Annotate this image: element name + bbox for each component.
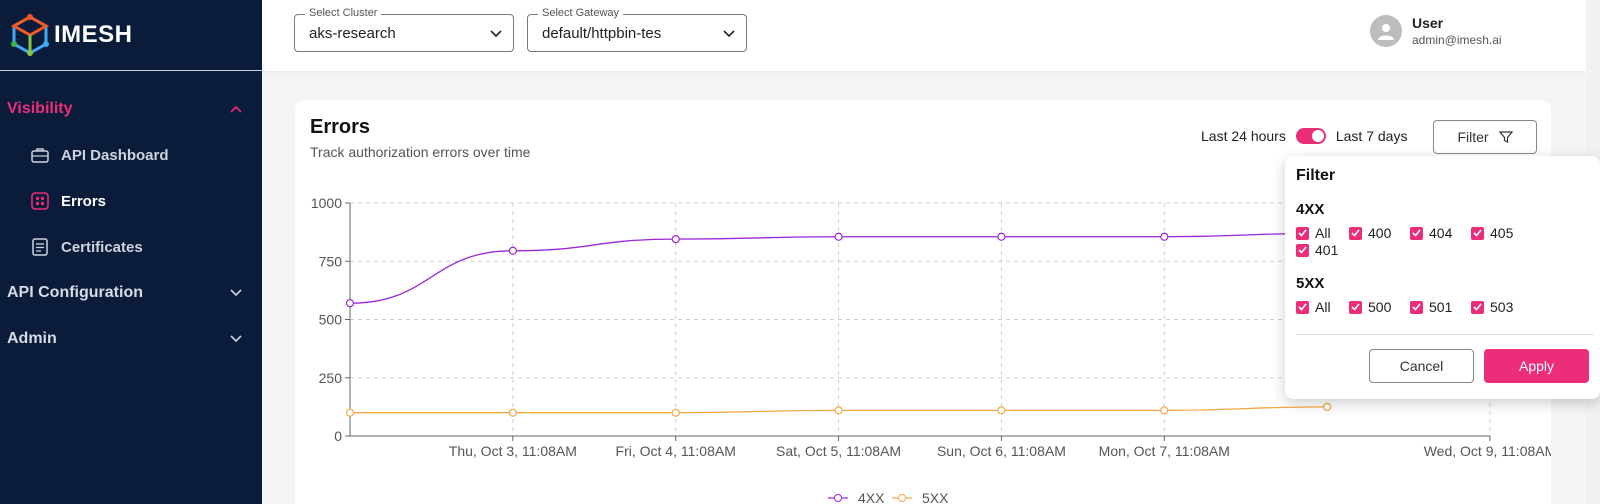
nav-group-api-configuration[interactable]: API Configuration xyxy=(0,270,262,316)
checkbox-405[interactable]: 405 xyxy=(1471,225,1513,241)
sidebar-item-label: Certificates xyxy=(61,238,143,256)
x-tick-label: Sat, Oct 5, 11:08AM xyxy=(776,443,901,459)
checkbox-503[interactable]: 503 xyxy=(1471,299,1513,315)
document-icon xyxy=(31,238,49,256)
filter-divider xyxy=(1296,334,1594,335)
gateway-select-value: default/httpbin-tes xyxy=(542,25,662,42)
checkbox-4xx-all[interactable]: All xyxy=(1296,225,1331,241)
data-point-4xx xyxy=(1160,232,1169,241)
sidebar-item-label: API Dashboard xyxy=(61,146,169,164)
errors-line-chart: 0 250 500 750 1000 Thu, Oct 3, 11:08AM Fri, Oc… xyxy=(311,195,1551,504)
x-tick-label: Sun, Oct 6, 11:08AM xyxy=(937,443,1066,459)
grid-dots-icon xyxy=(31,192,49,210)
sidebar: IMESH Visibility API Dashboard Errors Ce… xyxy=(0,0,262,504)
checkbox-400[interactable]: 400 xyxy=(1349,225,1391,241)
y-tick-label: 1000 xyxy=(311,195,342,211)
nav-group-visibility[interactable]: Visibility xyxy=(0,86,262,132)
imesh-logo-icon xyxy=(10,14,50,56)
brand-name: IMESH xyxy=(54,21,133,48)
checkbox-404[interactable]: 404 xyxy=(1410,225,1452,241)
range-left-label: Last 24 hours xyxy=(1201,128,1286,144)
x-tick-label: Mon, Oct 7, 11:08AM xyxy=(1099,443,1230,459)
legend-marker xyxy=(834,494,842,502)
data-point-4xx xyxy=(834,232,843,241)
y-tick-label: 750 xyxy=(319,253,343,269)
filter-popup-title: Filter xyxy=(1296,167,1336,184)
data-point-4xx xyxy=(508,246,517,255)
range-right-label: Last 7 days xyxy=(1335,128,1408,144)
brand-logo[interactable]: IMESH xyxy=(0,0,262,71)
time-range-switch: Last 24 hours Last 7 days xyxy=(1201,128,1407,144)
data-point-5xx xyxy=(345,408,355,417)
legend-label: 4XX xyxy=(858,490,885,504)
cluster-select[interactable]: Select Cluster aks-research xyxy=(294,7,514,52)
chevron-down-icon xyxy=(230,335,242,343)
data-point-4xx xyxy=(345,299,355,308)
data-point-5xx xyxy=(1323,402,1332,411)
user-name: User xyxy=(1412,15,1444,31)
legend-label: 5XX xyxy=(922,490,949,504)
filter-5xx-title: 5XX xyxy=(1296,275,1325,292)
cluster-select-label: Select Cluster xyxy=(305,7,382,19)
user-email: admin@imesh.ai xyxy=(1412,33,1502,47)
data-point-5xx xyxy=(671,408,680,417)
person-icon xyxy=(1378,24,1394,40)
nav-group-label: API Configuration xyxy=(7,284,143,301)
nav-group-label: Visibility xyxy=(7,100,73,117)
data-point-5xx xyxy=(834,406,843,415)
briefcase-icon xyxy=(31,146,49,164)
legend-marker xyxy=(898,494,906,502)
nav-group-label: Admin xyxy=(7,330,57,347)
y-tick-label: 250 xyxy=(319,370,343,386)
user-menu[interactable]: User admin@imesh.ai xyxy=(1370,15,1502,47)
y-tick-label: 500 xyxy=(319,312,343,328)
sidebar-item-certificates[interactable]: Certificates xyxy=(0,224,262,270)
page-subtitle: Track authorization errors over time xyxy=(310,144,531,160)
data-point-5xx xyxy=(997,406,1006,415)
data-point-4xx xyxy=(997,232,1006,241)
data-point-5xx xyxy=(508,408,517,417)
sidebar-item-label: Errors xyxy=(61,192,107,210)
x-tick-label: Thu, Oct 3, 11:08AM xyxy=(449,443,577,459)
chevron-down-icon xyxy=(230,289,242,297)
chevron-down-icon xyxy=(490,30,502,38)
checkbox-500[interactable]: 500 xyxy=(1349,299,1391,315)
filter-button[interactable]: Filter xyxy=(1433,120,1537,154)
avatar xyxy=(1370,15,1402,47)
filter-funnel-icon xyxy=(1498,131,1513,143)
checkbox-5xx-all[interactable]: All xyxy=(1296,299,1331,315)
sidebar-item-api-dashboard[interactable]: API Dashboard xyxy=(0,132,262,178)
chevron-up-icon xyxy=(230,105,242,113)
data-point-4xx xyxy=(671,235,680,244)
chevron-down-icon xyxy=(723,30,735,38)
cancel-button[interactable]: Cancel xyxy=(1369,349,1474,383)
apply-button[interactable]: Apply xyxy=(1484,349,1589,383)
checkbox-401[interactable]: 401 xyxy=(1296,242,1338,258)
filter-4xx-title: 4XX xyxy=(1296,201,1325,218)
page-title: Errors xyxy=(310,116,371,138)
y-tick-label: 0 xyxy=(334,428,342,444)
top-bar: Select Cluster aks-research Select Gatew… xyxy=(262,0,1586,71)
gateway-select[interactable]: Select Gateway default/httpbin-tes xyxy=(527,7,747,52)
sidebar-item-errors[interactable]: Errors xyxy=(0,178,262,224)
filter-button-label: Filter xyxy=(1457,129,1489,145)
gateway-select-label: Select Gateway xyxy=(538,7,624,19)
checkbox-501[interactable]: 501 xyxy=(1410,299,1452,315)
nav-group-admin[interactable]: Admin xyxy=(0,316,262,362)
time-range-toggle[interactable] xyxy=(1295,128,1326,144)
cluster-select-value: aks-research xyxy=(309,25,396,42)
x-tick-label: Wed, Oct 9, 11:08AM xyxy=(1424,443,1551,459)
data-point-5xx xyxy=(1160,406,1169,415)
x-tick-label: Fri, Oct 4, 11:08AM xyxy=(616,443,736,459)
filter-popup: Filter 4XX All 400 404 405 401 5XX All 5… xyxy=(1285,156,1600,399)
